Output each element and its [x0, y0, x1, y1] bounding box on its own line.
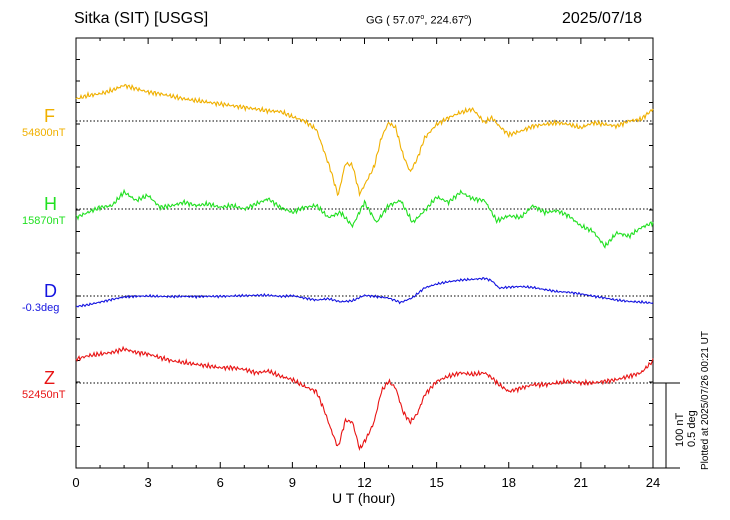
- coordinates-label: GG ( 57.07o, 224.67o): [366, 14, 472, 27]
- scale-bar: [653, 382, 680, 469]
- coord-mid: , 224.67: [424, 14, 465, 27]
- x-tick-label: 3: [145, 475, 152, 490]
- date-label: 2025/07/18: [562, 10, 643, 27]
- x-tick-label: 9: [289, 475, 296, 490]
- component-letter-D: D: [44, 281, 57, 301]
- component-letter-H: H: [44, 194, 57, 214]
- x-tick-label-group: 0 3 6 9 12 15 18 21 24: [72, 475, 660, 490]
- trace-D: [75, 277, 654, 308]
- x-tick-label: 18: [502, 475, 516, 490]
- x-axis-label: U T (hour): [332, 490, 396, 506]
- x-tick-label: 12: [357, 475, 371, 490]
- x-tick-label: 6: [217, 475, 224, 490]
- component-baseline-Z: 52450nT: [22, 389, 66, 401]
- trace-group: [75, 83, 654, 451]
- component-baseline-F: 54800nT: [22, 127, 66, 139]
- tick-group: [75, 37, 654, 469]
- coord-suffix: ): [468, 14, 472, 27]
- coord-prefix: GG ( 57.07: [366, 14, 421, 27]
- baseline-group: [76, 120, 653, 384]
- scale-label-nt: 100 nT: [674, 412, 686, 447]
- x-tick-label: 21: [574, 475, 588, 490]
- station-title: Sitka (SIT) [USGS]: [74, 10, 209, 27]
- scale-label-deg: 0.5 deg: [686, 410, 698, 447]
- plotted-note: Plotted at 2025/07/26 00:21 UT: [700, 331, 711, 470]
- plot-frame: [75, 37, 654, 469]
- component-letter-Z: Z: [44, 368, 55, 388]
- component-letter-F: F: [44, 106, 55, 126]
- x-tick-label: 24: [646, 475, 660, 490]
- x-tick-label: 0: [72, 475, 79, 490]
- x-tick-label: 15: [429, 475, 443, 490]
- degree-mark-1: o: [420, 14, 425, 21]
- trace-H: [75, 188, 654, 249]
- trace-F: [75, 83, 654, 198]
- trace-Z: [75, 345, 654, 451]
- degree-mark-2: o: [464, 14, 468, 21]
- component-baseline-H: 15870nT: [22, 215, 66, 227]
- component-baseline-D: -0.3deg: [22, 302, 60, 314]
